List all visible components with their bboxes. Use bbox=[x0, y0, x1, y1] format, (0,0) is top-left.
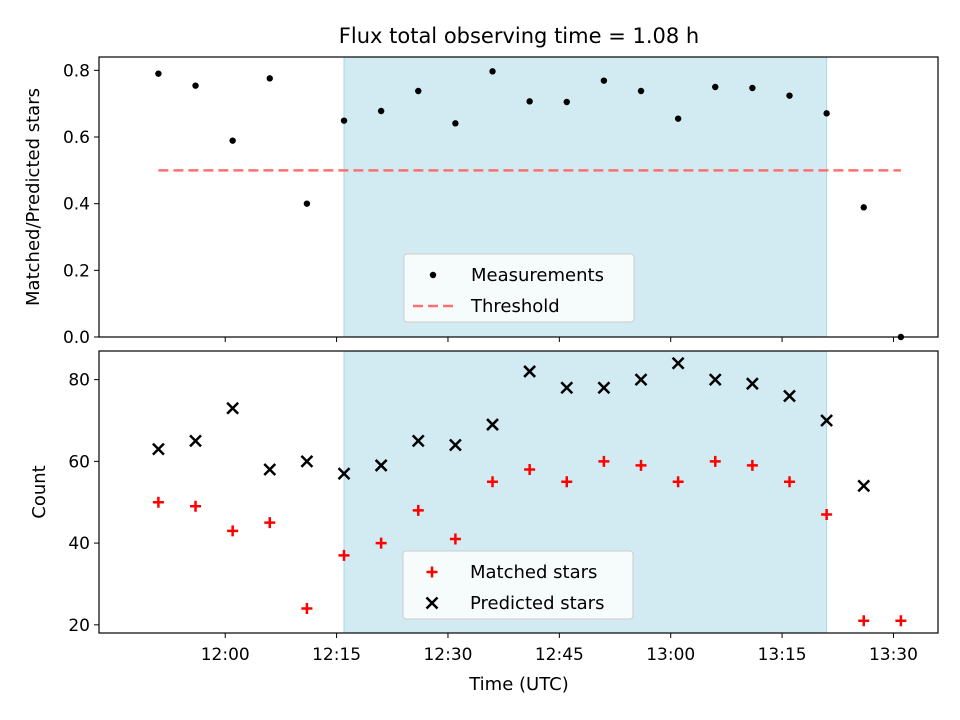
measurement-point bbox=[377, 107, 385, 115]
matched-star-point bbox=[152, 496, 164, 508]
predicted-star-point bbox=[300, 454, 314, 468]
measurement-point bbox=[712, 83, 719, 91]
legend-measurement-swatch bbox=[429, 271, 437, 279]
legend-matched-swatch bbox=[426, 566, 438, 578]
matched-star-point bbox=[598, 455, 610, 467]
measurement-point bbox=[786, 92, 793, 99]
measurement-point bbox=[823, 110, 830, 117]
matched-star-point bbox=[709, 455, 721, 467]
measurement-point bbox=[860, 204, 867, 211]
legend-predicted-swatch bbox=[425, 596, 439, 610]
measurement-point bbox=[452, 120, 459, 127]
legend-label: Threshold bbox=[470, 296, 560, 317]
matched-star-point bbox=[338, 549, 350, 561]
x-tick-label: 12:00 bbox=[201, 645, 250, 665]
measurement-point bbox=[563, 98, 570, 106]
measurement-point bbox=[303, 200, 311, 207]
matched-star-point bbox=[821, 508, 833, 520]
predicted-star-point bbox=[374, 459, 388, 472]
matched-star-point bbox=[672, 476, 684, 488]
y-tick-label: 20 bbox=[68, 616, 90, 636]
predicted-star-point bbox=[226, 401, 240, 415]
x-tick-label: 12:30 bbox=[423, 645, 472, 665]
y-tick-label: 40 bbox=[68, 534, 90, 554]
measurement-point bbox=[749, 84, 756, 92]
predicted-star-point bbox=[189, 434, 202, 448]
matched-star-point bbox=[449, 533, 461, 545]
predicted-star-point bbox=[634, 373, 648, 386]
x-tick-label: 12:45 bbox=[535, 645, 584, 665]
legend-box bbox=[402, 550, 634, 620]
y-tick-label: 80 bbox=[68, 371, 90, 391]
matched-star-point bbox=[561, 476, 573, 488]
predicted-star-point bbox=[783, 389, 796, 403]
predicted-star-point bbox=[560, 381, 574, 395]
matched-star-point bbox=[227, 525, 239, 537]
matched-star-point bbox=[375, 537, 387, 549]
measurement-point bbox=[192, 82, 199, 89]
matched-star-point bbox=[264, 517, 276, 529]
predicted-star-point bbox=[411, 434, 425, 448]
matched-star-point bbox=[635, 459, 647, 471]
x-tick-label: 12:15 bbox=[312, 645, 361, 665]
measurement-point bbox=[526, 98, 533, 105]
matched-star-point bbox=[895, 615, 907, 627]
x-tick-label: 13:30 bbox=[869, 645, 918, 665]
y-tick-label: 0.8 bbox=[63, 61, 90, 81]
y-axis-label-top: Matched/Predicted stars bbox=[23, 88, 44, 306]
legend-label: Matched stars bbox=[470, 562, 597, 583]
measurement-point bbox=[155, 70, 162, 77]
matched-star-point bbox=[784, 476, 796, 488]
measurement-point bbox=[637, 87, 645, 95]
predicted-star-point bbox=[152, 442, 165, 456]
predicted-star-point bbox=[597, 381, 611, 395]
x-tick-label: 13:00 bbox=[646, 645, 695, 665]
measurement-point bbox=[489, 68, 496, 75]
x-tick-label: 13:15 bbox=[758, 645, 807, 665]
legend-box bbox=[403, 253, 635, 323]
measurement-point bbox=[415, 87, 422, 95]
predicted-star-point bbox=[671, 356, 685, 370]
chart-title: Flux total observing time = 1.08 h bbox=[339, 24, 699, 48]
matched-star-point bbox=[190, 500, 202, 512]
y-tick-label: 0.2 bbox=[63, 261, 90, 281]
legend-label: Measurements bbox=[471, 265, 604, 286]
axes-frame bbox=[98, 56, 939, 338]
measurement-point bbox=[600, 77, 608, 84]
measurement-point bbox=[340, 117, 348, 124]
y-tick-label: 0.4 bbox=[63, 195, 90, 215]
x-axis-label: Time (UTC) bbox=[468, 674, 569, 695]
y-tick-label: 0.6 bbox=[63, 128, 90, 148]
matched-star-point bbox=[301, 602, 313, 614]
y-tick-label: 0.0 bbox=[63, 328, 90, 348]
predicted-star-point bbox=[857, 479, 871, 493]
bottom-panel: 20 40 60 80 12:00 12:15 12:30 12:45 13:00 13:15 13… bbox=[68, 350, 939, 665]
predicted-star-point bbox=[263, 463, 277, 476]
matched-star-point bbox=[858, 615, 870, 627]
predicted-star-point bbox=[708, 373, 722, 386]
matched-star-point bbox=[412, 504, 424, 516]
legend-label: Predicted stars bbox=[470, 593, 604, 614]
top-panel: 0.0 0.2 0.4 0.6 0.8 Measurements Threshold bbox=[63, 56, 939, 348]
measurement-point bbox=[674, 115, 682, 122]
y-axis-label-bottom: Count bbox=[29, 465, 50, 518]
axes-frame bbox=[98, 350, 939, 634]
matched-star-point bbox=[524, 464, 536, 476]
y-tick-label: 60 bbox=[68, 452, 90, 472]
predicted-star-point bbox=[486, 418, 499, 431]
matched-star-point bbox=[746, 459, 758, 471]
measurement-point bbox=[266, 75, 273, 82]
predicted-star-point bbox=[337, 467, 351, 480]
matched-star-point bbox=[487, 476, 499, 488]
predicted-star-point bbox=[449, 438, 462, 452]
measurement-point bbox=[229, 137, 236, 144]
predicted-star-point bbox=[745, 377, 759, 391]
predicted-star-point bbox=[820, 414, 834, 427]
predicted-star-point bbox=[523, 365, 537, 378]
